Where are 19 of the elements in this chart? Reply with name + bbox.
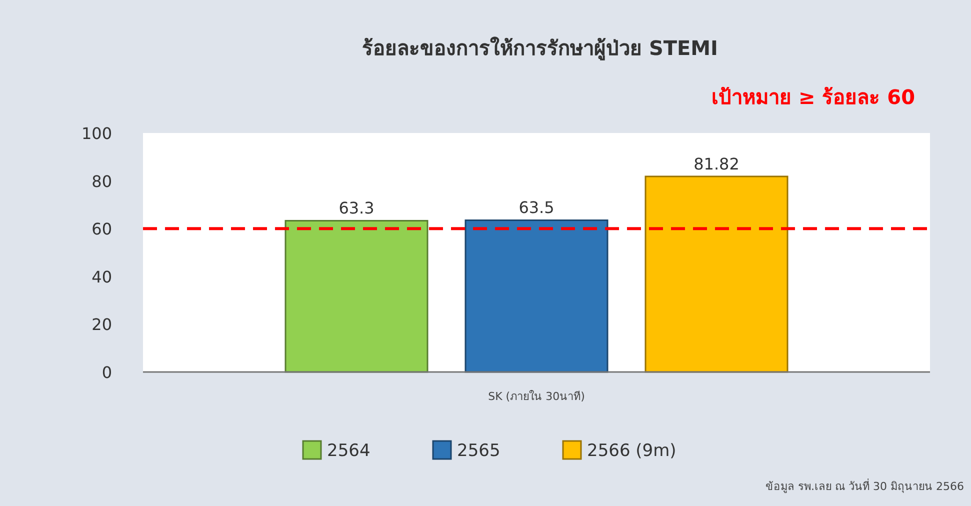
data-label: 63.5 — [518, 198, 554, 218]
y-tick-label: 100 — [81, 124, 112, 143]
bar — [644, 176, 788, 373]
bar — [284, 220, 428, 373]
y-tick-label: 0 — [102, 363, 112, 382]
ref-line-label: เป้าหมาย ≥ ร้อยละ 60 — [712, 85, 915, 109]
legend-label: 2566 (9m) — [587, 441, 676, 461]
bar — [464, 219, 608, 373]
x-tick-label: SK (ภายใน 30นาที) — [488, 390, 585, 403]
y-tick-label: 40 — [92, 267, 112, 286]
y-tick-label: 80 — [92, 172, 112, 191]
chart-title: ร้อยละของการให้การรักษาผู้ป่วย STEMI — [362, 36, 718, 62]
legend-label: 2565 — [457, 441, 500, 461]
y-tick-label: 20 — [92, 315, 112, 334]
data-label: 63.3 — [338, 198, 374, 218]
data-label: 81.82 — [694, 154, 740, 174]
y-tick-label: 60 — [92, 220, 112, 239]
text: ข้อมูล รพ.เลย ณ วันที่ 30 มิถุนายน 2566 — [766, 478, 964, 493]
legend-label: 2564 — [327, 441, 370, 461]
